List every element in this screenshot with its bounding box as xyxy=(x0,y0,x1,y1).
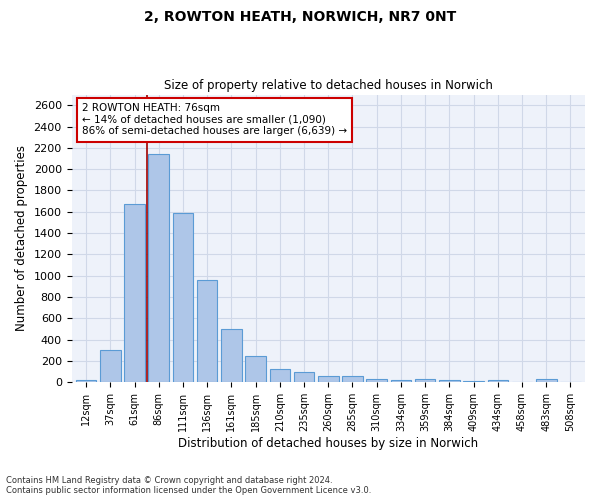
Bar xyxy=(536,379,557,382)
Bar xyxy=(294,372,314,382)
Text: 2, ROWTON HEATH, NORWICH, NR7 0NT: 2, ROWTON HEATH, NORWICH, NR7 0NT xyxy=(144,10,456,24)
Title: Size of property relative to detached houses in Norwich: Size of property relative to detached ho… xyxy=(164,79,493,92)
Bar xyxy=(173,213,193,382)
Bar xyxy=(76,380,97,382)
Bar xyxy=(197,280,217,382)
Bar xyxy=(245,356,266,382)
Y-axis label: Number of detached properties: Number of detached properties xyxy=(15,146,28,332)
Text: 2 ROWTON HEATH: 76sqm
← 14% of detached houses are smaller (1,090)
86% of semi-d: 2 ROWTON HEATH: 76sqm ← 14% of detached … xyxy=(82,103,347,136)
Bar xyxy=(148,154,169,382)
Bar xyxy=(439,380,460,382)
Bar xyxy=(391,380,411,382)
Bar xyxy=(124,204,145,382)
Bar xyxy=(488,380,508,382)
Bar xyxy=(415,379,436,382)
Bar xyxy=(463,380,484,382)
Bar xyxy=(318,376,338,382)
Bar xyxy=(367,378,387,382)
Bar xyxy=(342,376,363,382)
Bar xyxy=(221,328,242,382)
Text: Contains HM Land Registry data © Crown copyright and database right 2024.
Contai: Contains HM Land Registry data © Crown c… xyxy=(6,476,371,495)
Bar xyxy=(100,350,121,382)
X-axis label: Distribution of detached houses by size in Norwich: Distribution of detached houses by size … xyxy=(178,437,478,450)
Bar xyxy=(269,369,290,382)
